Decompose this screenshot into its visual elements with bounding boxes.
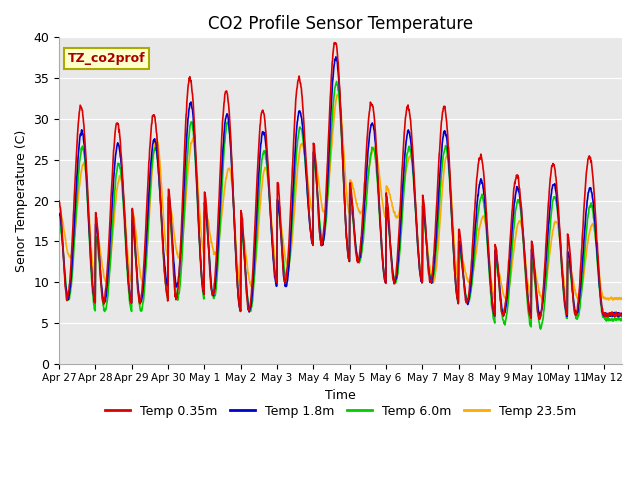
Y-axis label: Senor Temperature (C): Senor Temperature (C)	[15, 130, 28, 272]
X-axis label: Time: Time	[325, 389, 356, 402]
Text: TZ_co2prof: TZ_co2prof	[68, 52, 145, 65]
Title: CO2 Profile Sensor Temperature: CO2 Profile Sensor Temperature	[208, 15, 473, 33]
Legend: Temp 0.35m, Temp 1.8m, Temp 6.0m, Temp 23.5m: Temp 0.35m, Temp 1.8m, Temp 6.0m, Temp 2…	[100, 400, 581, 423]
